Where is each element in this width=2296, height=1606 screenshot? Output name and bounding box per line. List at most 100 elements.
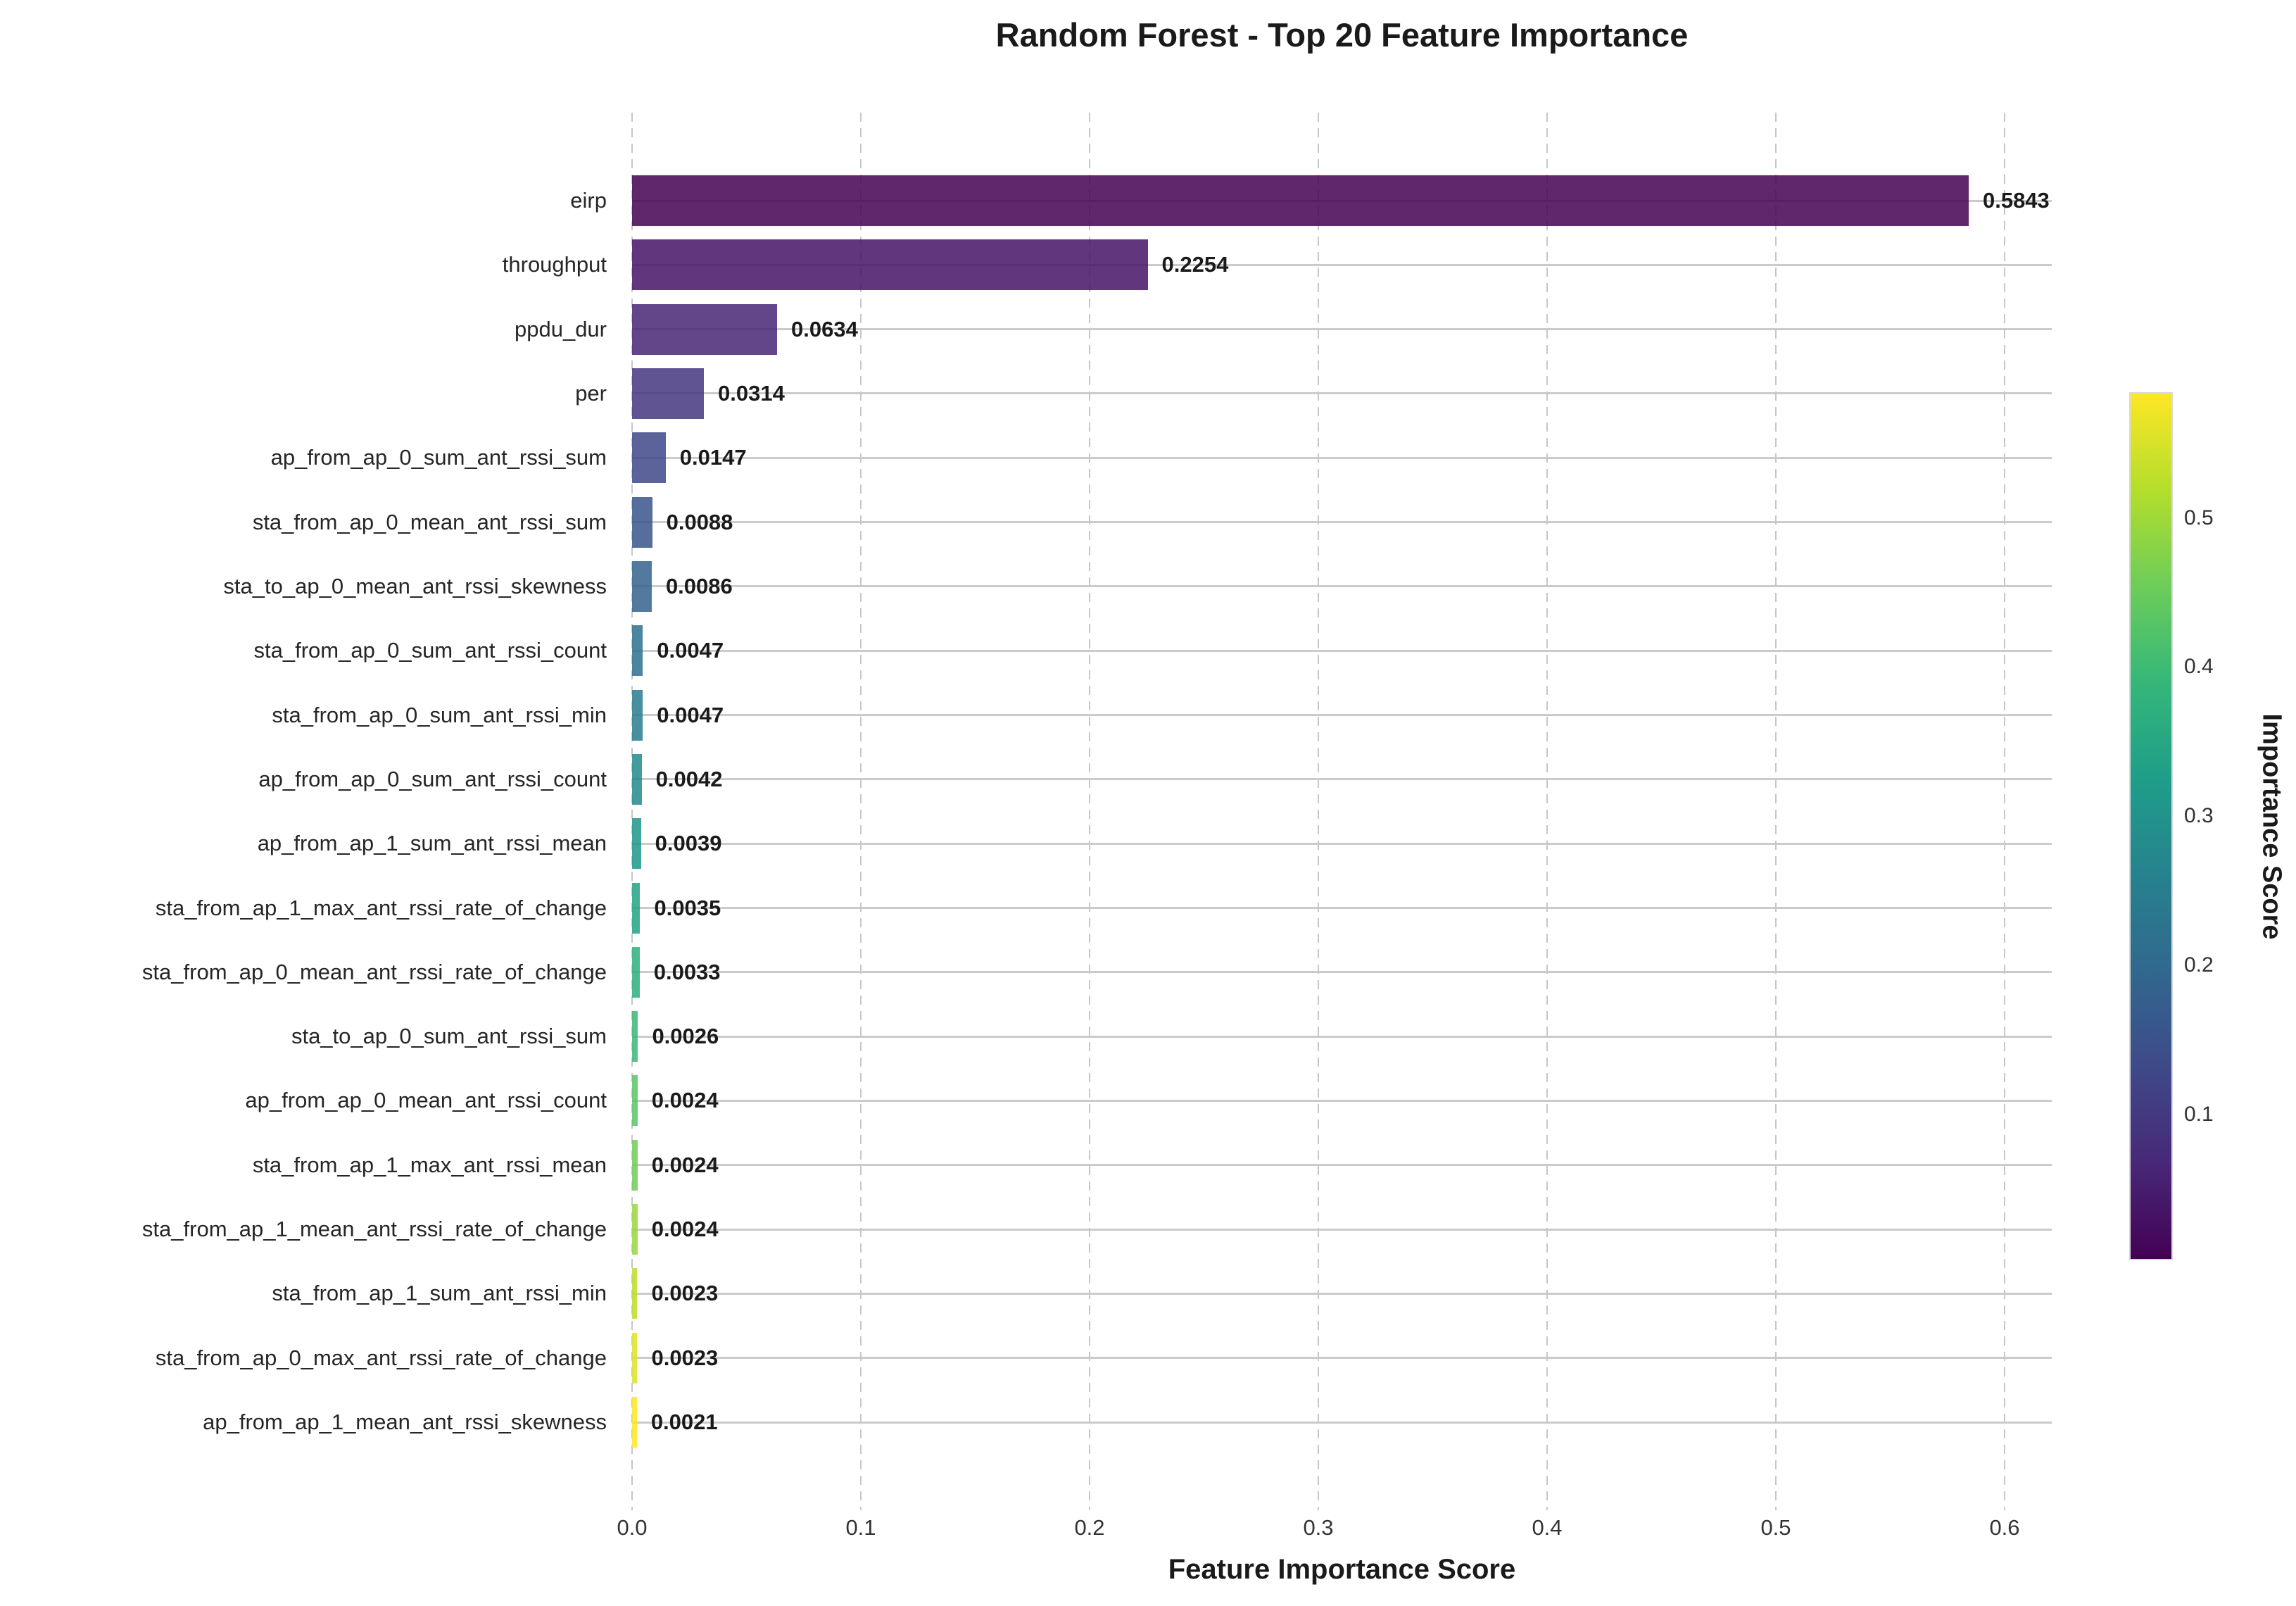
bar-value-label: 0.0024 (651, 1217, 719, 1242)
bar-value-label: 0.0147 (679, 445, 747, 470)
gridline-y (632, 1035, 2052, 1038)
plot-area: 0.5843 0.2254 0.0634 0.0314 0.0147 0.0088 0.00… (631, 113, 2052, 1510)
y-axis-label: sta_from_ap_1_sum_ant_rssi_min (272, 1281, 607, 1306)
y-axis-label: ap_from_ap_0_sum_ant_rssi_count (258, 766, 607, 791)
gridline-y (632, 328, 2052, 331)
y-axis-label: ppdu_dur (514, 316, 607, 341)
bar-value-label: 0.0024 (651, 1152, 719, 1177)
y-axis-label: sta_from_ap_0_mean_ant_rssi_sum (252, 509, 607, 534)
bar (632, 239, 1148, 291)
x-axis-title: Feature Importance Score (1168, 1554, 1516, 1585)
bar-value-label: 0.0024 (651, 1088, 719, 1113)
bar-value-label: 0.0047 (657, 702, 724, 727)
bar-value-label: 0.0314 (718, 380, 785, 406)
bar (632, 368, 705, 419)
bar-value-label: 0.0035 (654, 895, 721, 920)
gridline-y (632, 392, 2052, 395)
bar-value-label: 0.0026 (652, 1024, 719, 1049)
gridline-y (632, 521, 2052, 524)
bar (632, 1268, 638, 1319)
bar (632, 1139, 638, 1191)
y-axis-label: sta_from_ap_1_max_ant_rssi_rate_of_chang… (155, 895, 607, 920)
colorbar-tick-label: 0.1 (2184, 1102, 2214, 1126)
y-axis-label: sta_from_ap_0_sum_ant_rssi_count (253, 638, 607, 663)
bar-value-label: 0.0086 (665, 573, 733, 598)
y-axis-label: sta_to_ap_0_mean_ant_rssi_skewness (223, 573, 607, 598)
gridline-y (632, 1164, 2052, 1167)
x-tick-label: 0.4 (1532, 1515, 1563, 1540)
y-axis-label: throughput (502, 252, 607, 277)
colorbar-tick-label: 0.3 (2184, 804, 2214, 828)
bar (632, 946, 640, 998)
y-axis-label: sta_from_ap_1_max_ant_rssi_mean (252, 1152, 607, 1177)
bar-value-label: 0.0634 (791, 316, 858, 341)
y-axis-label: ap_from_ap_1_mean_ant_rssi_skewness (203, 1410, 607, 1435)
bar (632, 818, 641, 870)
chart-title: Random Forest - Top 20 Feature Importanc… (995, 16, 1689, 54)
gridline-y (632, 842, 2052, 845)
gridline-x (1089, 113, 1090, 1510)
x-tick-label: 0.0 (617, 1515, 648, 1540)
gridline-y (632, 1292, 2052, 1295)
y-axis-label-column: eirp throughput ppdu_dur per ap_from_ap_0_su… (0, 113, 619, 1510)
colorbar-title: Importance Score (2257, 713, 2287, 939)
gridline-y (632, 971, 2052, 974)
gridline-x (860, 113, 862, 1510)
gridline-y (632, 1357, 2052, 1360)
bar (632, 1397, 637, 1448)
bar-value-label: 0.0042 (655, 766, 723, 791)
bar-value-label: 0.0047 (657, 638, 724, 663)
bar (632, 175, 1969, 226)
colorbar-tick-label: 0.4 (2184, 655, 2214, 679)
bar (632, 1075, 638, 1127)
y-axis-label: sta_to_ap_0_sum_ant_rssi_sum (291, 1024, 607, 1049)
colorbar-tick-label: 0.5 (2184, 506, 2214, 529)
bar-value-label: 0.0088 (666, 509, 733, 534)
colorbar-tick-label: 0.2 (2184, 953, 2214, 977)
bar (632, 496, 652, 548)
gridline-y (632, 263, 2052, 266)
gridline-y (632, 907, 2052, 910)
x-tick-label: 0.1 (845, 1515, 876, 1540)
bar-value-label: 0.0023 (651, 1281, 719, 1306)
gridline-x (1775, 113, 1777, 1510)
bar-value-label: 0.0023 (651, 1345, 719, 1370)
bar (632, 1204, 638, 1255)
bar (632, 303, 778, 355)
bar (632, 1011, 638, 1062)
y-axis-label: ap_from_ap_0_mean_ant_rssi_count (245, 1088, 607, 1113)
colorbar-title-wrap: Importance Score (2250, 392, 2293, 1260)
gridline-y (632, 714, 2052, 717)
y-axis-label: sta_from_ap_0_mean_ant_rssi_rate_of_chan… (141, 959, 607, 984)
gridline-x (2004, 113, 2005, 1510)
gridline-y (632, 1099, 2052, 1102)
bar (632, 882, 641, 934)
y-axis-label: sta_from_ap_0_sum_ant_rssi_min (272, 702, 607, 727)
bar (632, 432, 666, 484)
bar-value-label: 0.0033 (653, 959, 721, 984)
y-axis-label: sta_from_ap_0_max_ant_rssi_rate_of_chang… (155, 1345, 607, 1370)
bar (632, 560, 652, 612)
bar (632, 753, 642, 805)
colorbar-gradient (2129, 392, 2173, 1260)
y-axis-label: sta_from_ap_1_mean_ant_rssi_rate_of_chan… (141, 1217, 607, 1242)
gridline-y (632, 456, 2052, 459)
x-tick-label: 0.5 (1760, 1515, 1791, 1540)
gridline-y (632, 778, 2052, 781)
gridline-y (632, 1228, 2052, 1231)
bar-value-label: 0.0021 (650, 1410, 718, 1435)
gridline-y (632, 1421, 2052, 1424)
colorbar-ticks: 0.5 0.4 0.3 0.2 0.1 (2184, 392, 2247, 1260)
gridline-x (1318, 113, 1319, 1510)
bar-value-label: 0.0039 (655, 831, 722, 856)
bar-value-label: 0.2254 (1161, 252, 1229, 277)
gridline-x (1546, 113, 1548, 1510)
bar (632, 689, 643, 741)
y-axis-label: ap_from_ap_1_sum_ant_rssi_mean (257, 831, 607, 856)
y-axis-label: per (575, 380, 607, 406)
gridline-y (632, 585, 2052, 588)
x-axis-ticks: 0.0 0.1 0.2 0.3 0.4 0.5 0.6 (617, 1514, 2052, 1542)
x-tick-label: 0.6 (1989, 1515, 2020, 1540)
gridline-y (632, 649, 2052, 652)
